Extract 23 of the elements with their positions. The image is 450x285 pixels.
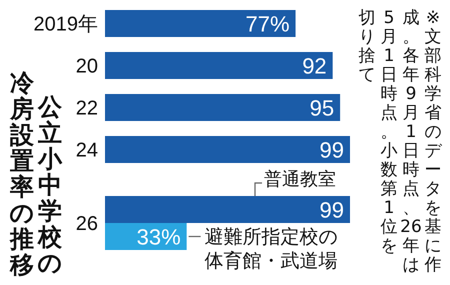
series-label: 普通教室 <box>264 169 336 190</box>
data-label: 99 <box>320 198 344 222</box>
text: ※文部科学省のデータを基に作 <box>424 8 442 275</box>
text: 冷房設置率の推移 <box>8 69 36 279</box>
bar <box>105 10 296 37</box>
data-label: 77% <box>246 12 290 36</box>
text: 切り捨て <box>358 8 376 85</box>
text: 成。各年9月1日時点、26年は <box>400 8 422 275</box>
y-tick-label: 20 <box>76 56 98 78</box>
bar <box>105 52 333 79</box>
text: 5月1日時点。小数第1位を <box>380 8 398 256</box>
bar <box>105 136 350 163</box>
data-label: 92 <box>302 54 327 78</box>
text: 公立小中学校の <box>36 93 64 277</box>
series-label: 避難所指定校の体育館・武道場 <box>204 226 339 274</box>
y-tick-label: 22 <box>76 98 98 120</box>
y-tick-label: 24 <box>76 140 98 162</box>
data-label: 95 <box>310 96 334 120</box>
data-label: 99 <box>320 138 344 162</box>
y-tick-label: 2019年 <box>34 14 98 36</box>
bar <box>105 94 340 121</box>
y-tick-label: 26 <box>76 213 98 235</box>
data-label: 33% <box>136 224 181 250</box>
